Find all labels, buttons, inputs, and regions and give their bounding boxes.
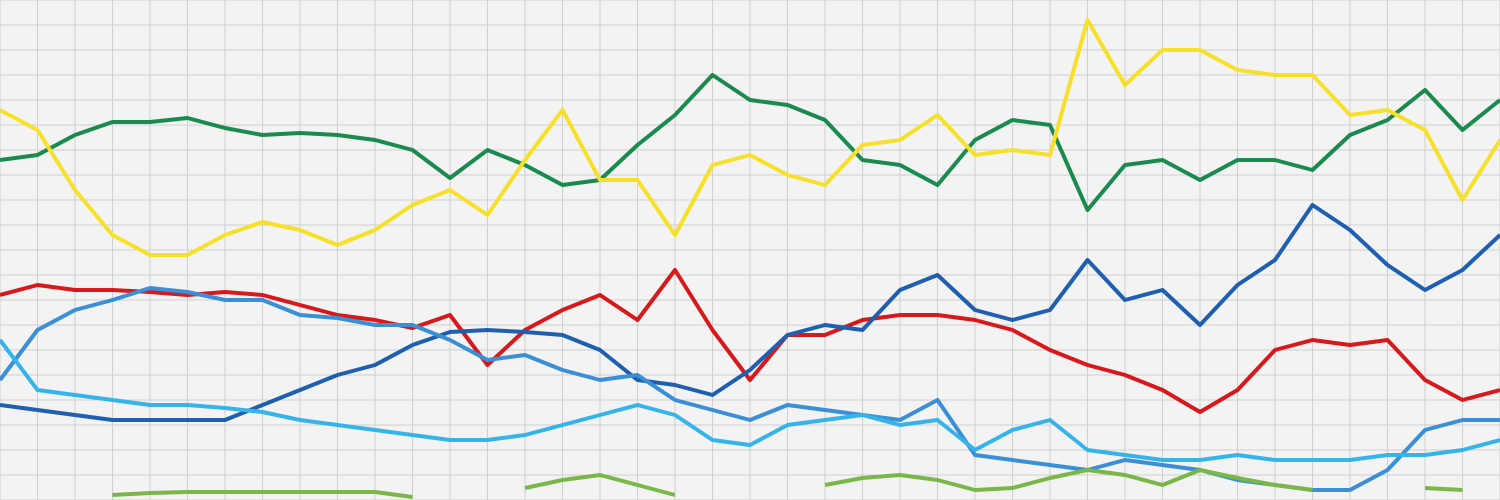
series-line xyxy=(0,338,1500,462)
series-line xyxy=(112,468,1463,499)
series-line xyxy=(0,268,1500,414)
series-line xyxy=(0,73,1500,212)
series-line xyxy=(0,18,1500,257)
